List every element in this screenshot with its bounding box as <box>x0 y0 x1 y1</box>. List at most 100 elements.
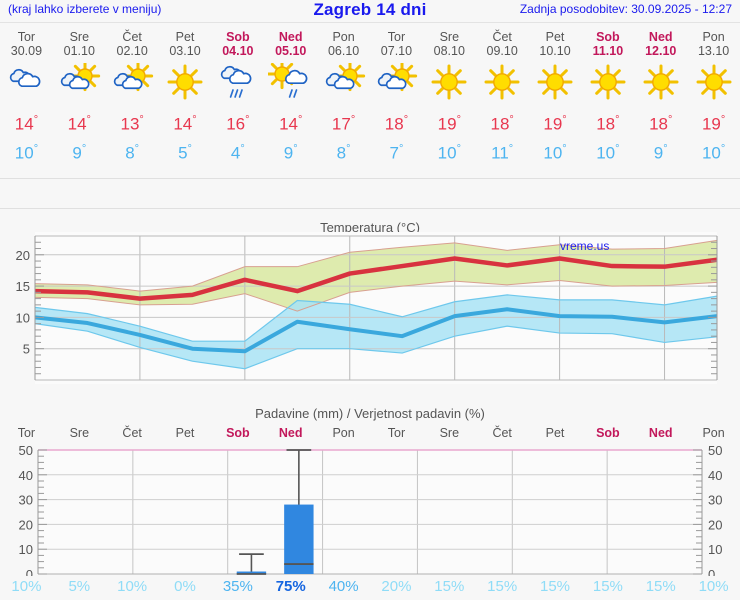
max-temperature: 13° <box>120 109 143 136</box>
min-temperature-value: 9 <box>653 143 664 163</box>
svg-text:20: 20 <box>16 248 30 263</box>
precip-day-label: Pon <box>332 426 355 440</box>
max-temperature-value: 19 <box>701 114 721 134</box>
day-date: 08.10 <box>433 44 465 58</box>
min-temperature-value: 5 <box>178 143 188 163</box>
sunny-icon <box>585 63 631 103</box>
sun-rain-icon <box>267 63 314 103</box>
degree-symbol: ° <box>350 114 356 126</box>
day-column[interactable]: Sre 08.10 19° 10° <box>423 26 476 176</box>
degree-symbol: ° <box>293 142 298 155</box>
temperature-chart: 20 15 10 5 vreme.us <box>16 232 718 384</box>
max-temperature: 18° <box>596 109 619 136</box>
sunny-icon <box>638 63 684 103</box>
min-temperature: 9° <box>284 138 298 165</box>
precip-day-label: Čet <box>492 426 512 440</box>
day-date: 12.10 <box>645 44 677 58</box>
max-temperature-value: 13 <box>120 114 140 134</box>
svg-text:10: 10 <box>19 542 33 557</box>
temperature-chart-title: Temperatura (°C) <box>320 220 420 235</box>
min-temperature-value: 10 <box>596 143 616 163</box>
cloudy-icon <box>3 63 49 103</box>
min-temperature: 10° <box>438 138 461 165</box>
max-temperature: 14° <box>15 109 38 136</box>
day-column[interactable]: Čet 02.10 13° 8° <box>106 26 159 176</box>
min-temperature: 10° <box>543 138 566 165</box>
day-column[interactable]: Pet 03.10 14° 5° <box>159 26 212 176</box>
day-column[interactable]: Ned 05.10 14° 9° <box>264 26 317 176</box>
day-name: Pet <box>545 30 565 44</box>
day-name: Sre <box>439 30 460 44</box>
min-temperature-value: 7 <box>389 143 399 163</box>
degree-symbol: ° <box>720 142 726 155</box>
day-name: Sob <box>596 30 620 44</box>
degree-symbol: ° <box>398 142 404 155</box>
day-name: Pon <box>702 30 725 44</box>
degree-symbol: ° <box>615 142 620 155</box>
min-temperature-value: 10 <box>701 143 721 163</box>
day-column[interactable]: Pon 06.10 17° 8° <box>317 26 370 176</box>
precipitation-gridlines <box>38 449 702 575</box>
min-temperature: 10° <box>702 138 725 165</box>
day-column[interactable]: Sob 11.10 18° 10° <box>581 26 634 176</box>
degree-symbol: ° <box>663 142 668 155</box>
degree-symbol: ° <box>187 142 192 155</box>
day-date: 11.10 <box>592 44 624 58</box>
day-column[interactable]: Sob 04.10 16° 4° <box>211 26 264 176</box>
svg-text:15: 15 <box>16 279 30 294</box>
day-column[interactable]: Ned 12.10 18° 9° <box>634 26 687 176</box>
precip-probability: 0% <box>174 578 196 595</box>
day-column[interactable]: Pon 13.10 19° 10° <box>687 26 740 176</box>
degree-symbol: ° <box>134 142 140 155</box>
day-date: 04.10 <box>222 44 254 58</box>
degree-symbol: ° <box>456 142 461 155</box>
day-column[interactable]: Tor 30.09 14° 10° <box>0 26 53 176</box>
daily-forecast-row: Tor 30.09 14° 10° Sre 01.10 14° 9° Čet 02.10 13° 8°… <box>0 26 740 176</box>
section-divider-2 <box>0 208 740 209</box>
svg-text:10: 10 <box>16 310 30 325</box>
svg-text:0: 0 <box>26 567 33 576</box>
page-header: (kraj lahko izberete v meniju) Zagreb 14… <box>0 0 740 22</box>
sunny-icon <box>426 63 472 103</box>
day-date: 03.10 <box>169 44 201 58</box>
svg-text:20: 20 <box>708 517 722 532</box>
min-temperature-value: 10 <box>14 143 34 163</box>
degree-symbol: ° <box>297 114 303 126</box>
max-temperature: 14° <box>279 109 302 136</box>
precip-probability: 15% <box>487 578 518 595</box>
page-title: Zagreb 14 dni <box>313 0 427 19</box>
day-name: Tor <box>387 30 406 44</box>
min-temperature: 8° <box>337 138 351 165</box>
day-date: 30.09 <box>10 44 43 58</box>
degree-symbol: ° <box>720 114 726 126</box>
svg-text:20: 20 <box>19 517 33 532</box>
svg-text:50: 50 <box>708 443 722 458</box>
day-column[interactable]: Pet 10.10 19° 10° <box>529 26 582 176</box>
precip-day-label: Ned <box>278 426 303 440</box>
precip-probability: 15% <box>645 578 676 595</box>
day-column[interactable]: Tor 07.10 18° 7° <box>370 26 423 176</box>
day-column[interactable]: Sre 01.10 14° 9° <box>53 26 106 176</box>
max-temperature-value: 14 <box>67 114 87 134</box>
precipitation-y-axis: 50 40 30 20 10 0 50 40 30 20 10 0 <box>19 443 723 576</box>
max-temperature-value: 18 <box>649 114 668 134</box>
max-temperature-value: 18 <box>596 114 616 134</box>
max-temperature: 14° <box>68 109 91 136</box>
section-divider-1 <box>0 178 740 179</box>
day-column[interactable]: Čet 09.10 18° 11° <box>476 26 529 176</box>
max-temperature: 19° <box>702 109 725 136</box>
sunny-icon <box>162 63 208 103</box>
partly-sunny-icon <box>373 63 419 103</box>
max-temperature: 19° <box>438 109 461 136</box>
day-name: Ned <box>648 30 673 44</box>
degree-symbol: ° <box>192 114 197 126</box>
degree-symbol: ° <box>346 142 351 155</box>
svg-text:40: 40 <box>708 468 722 483</box>
day-date: 09.10 <box>486 44 518 58</box>
min-temperature: 10° <box>15 138 38 165</box>
precip-day-label: Tor <box>387 426 406 440</box>
min-temperature: 11° <box>491 138 513 165</box>
degree-symbol: ° <box>33 114 39 126</box>
precip-probability: 10% <box>11 578 42 595</box>
